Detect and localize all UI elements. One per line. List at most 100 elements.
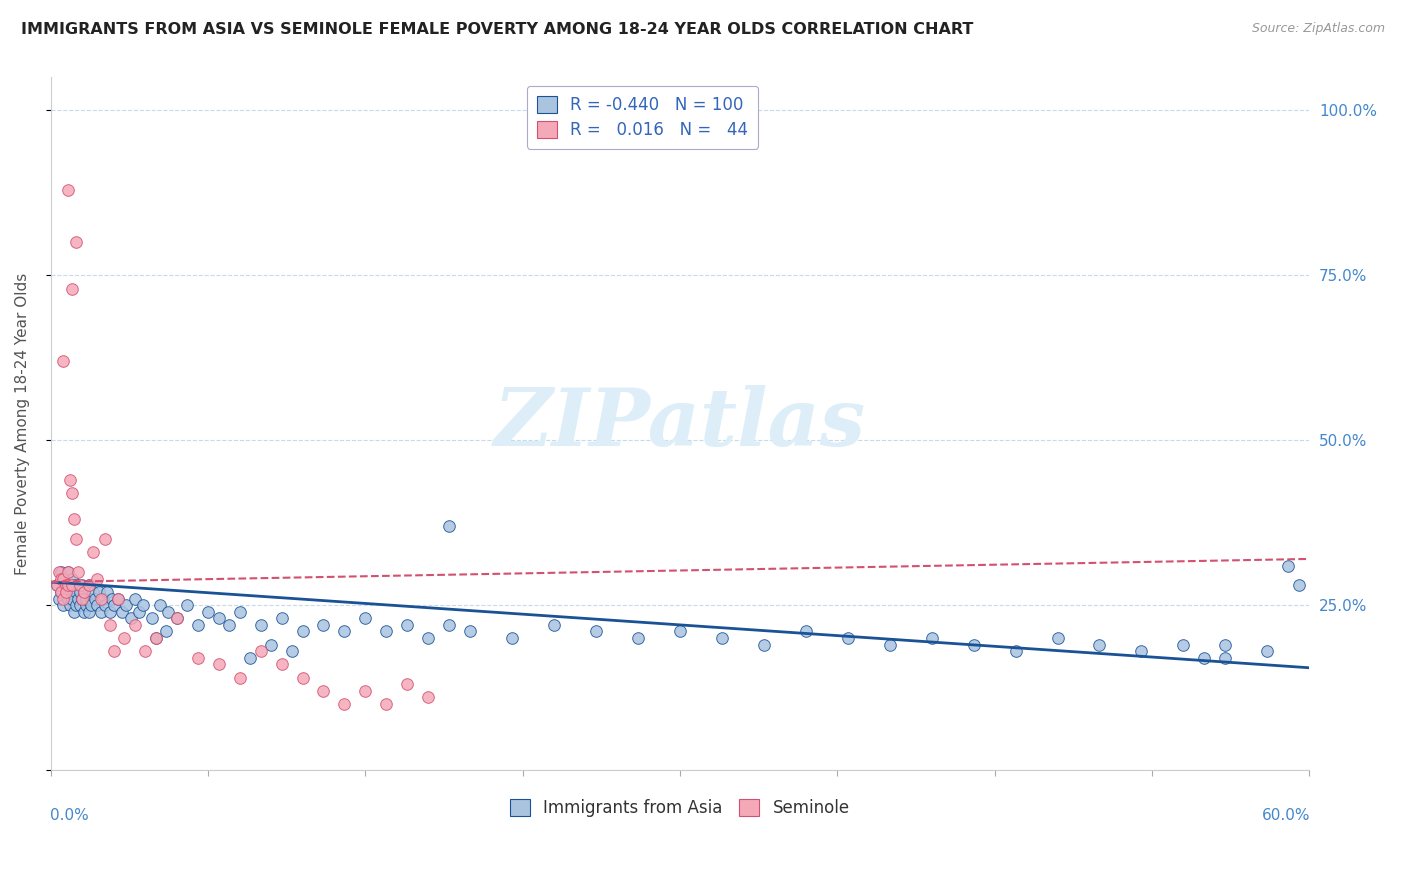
Point [1046, 631, 1069, 645]
Point [90, 591, 112, 606]
Point [249, 618, 271, 632]
Point [132, 598, 155, 612]
Point [48, 591, 70, 606]
Point [46, 578, 69, 592]
Point [65, 532, 87, 546]
Point [1256, 644, 1278, 658]
Point [60, 572, 83, 586]
Point [439, 618, 461, 632]
Point [1004, 644, 1026, 658]
Point [103, 644, 125, 658]
Point [73, 585, 96, 599]
Point [585, 624, 607, 639]
Point [82, 545, 104, 559]
Point [111, 605, 134, 619]
Point [56, 565, 79, 579]
Point [333, 697, 356, 711]
Point [65, 585, 87, 599]
Point [103, 598, 125, 612]
Point [107, 591, 129, 606]
Point [1288, 578, 1310, 592]
Point [375, 697, 398, 711]
Point [69, 598, 91, 612]
Point [1130, 644, 1153, 658]
Text: Source: ZipAtlas.com: Source: ZipAtlas.com [1251, 22, 1385, 36]
Point [120, 611, 142, 625]
Point [51, 565, 73, 579]
Point [59, 473, 82, 487]
Point [51, 585, 73, 599]
Point [77, 605, 100, 619]
Point [76, 598, 98, 612]
Point [69, 578, 91, 592]
Point [59, 585, 82, 599]
Point [333, 624, 356, 639]
Point [627, 631, 650, 645]
Point [207, 657, 229, 672]
Point [100, 591, 122, 606]
Point [962, 638, 984, 652]
Point [1213, 651, 1236, 665]
Point [94, 532, 117, 546]
Point [145, 631, 167, 645]
Point [52, 572, 75, 586]
Point [396, 677, 419, 691]
Point [418, 631, 440, 645]
Point [98, 618, 121, 632]
Point [56, 591, 79, 606]
Point [396, 618, 419, 632]
Point [669, 624, 692, 639]
Point [187, 618, 209, 632]
Point [107, 591, 129, 606]
Point [73, 605, 96, 619]
Point [312, 618, 335, 632]
Point [501, 631, 523, 645]
Point [72, 591, 94, 606]
Y-axis label: Female Poverty Among 18-24 Year Olds: Female Poverty Among 18-24 Year Olds [15, 273, 30, 574]
Point [90, 605, 112, 619]
Point [112, 631, 135, 645]
Point [52, 354, 75, 368]
Point [543, 618, 565, 632]
Point [60, 281, 83, 295]
Point [176, 598, 198, 612]
Point [63, 512, 86, 526]
Point [52, 572, 75, 586]
Point [65, 235, 87, 250]
Point [51, 585, 73, 599]
Point [46, 578, 69, 592]
Point [218, 618, 240, 632]
Legend: Immigrants from Asia, Seminole: Immigrants from Asia, Seminole [503, 792, 856, 824]
Point [59, 598, 82, 612]
Point [837, 631, 859, 645]
Point [270, 657, 292, 672]
Text: IMMIGRANTS FROM ASIA VS SEMINOLE FEMALE POVERTY AMONG 18-24 YEAR OLDS CORRELATIO: IMMIGRANTS FROM ASIA VS SEMINOLE FEMALE … [21, 22, 973, 37]
Point [52, 598, 75, 612]
Point [72, 578, 94, 592]
Point [354, 683, 377, 698]
Point [418, 690, 440, 705]
Point [55, 578, 77, 592]
Point [79, 598, 101, 612]
Point [458, 624, 481, 639]
Point [187, 651, 209, 665]
Point [375, 624, 398, 639]
Point [157, 605, 180, 619]
Point [921, 631, 943, 645]
Point [228, 671, 250, 685]
Point [228, 605, 250, 619]
Point [134, 644, 156, 658]
Point [77, 578, 100, 592]
Point [1194, 651, 1216, 665]
Point [710, 631, 733, 645]
Point [67, 591, 90, 606]
Point [128, 605, 150, 619]
Point [51, 572, 73, 586]
Point [141, 611, 163, 625]
Point [55, 585, 77, 599]
Point [86, 572, 108, 586]
Point [67, 578, 90, 592]
Point [86, 598, 108, 612]
Text: 0.0%: 0.0% [49, 808, 89, 823]
Point [55, 585, 77, 599]
